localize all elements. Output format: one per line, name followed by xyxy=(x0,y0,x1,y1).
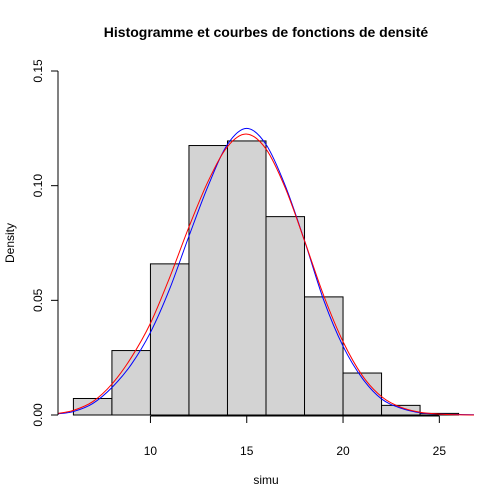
x-tick-label-1: 15 xyxy=(240,444,254,458)
histogram-bars xyxy=(72,140,460,416)
histogram-bar-1 xyxy=(111,350,151,416)
histogram-bar-2 xyxy=(149,263,190,416)
chart-title: Histogramme et courbes de fonctions de d… xyxy=(104,24,429,40)
histogram-bar-3 xyxy=(188,145,228,416)
x-tick-label-3: 25 xyxy=(433,444,447,458)
x-tick-label-0: 10 xyxy=(144,444,158,458)
y-tick-label-1: 0.05 xyxy=(31,288,45,312)
y-axis: 0.00 0.05 0.10 0.15 xyxy=(31,59,59,427)
density-curves xyxy=(57,127,475,416)
y-tick-label-3: 0.15 xyxy=(31,59,45,83)
x-axis-label: simu xyxy=(253,473,278,487)
density-curve-0 xyxy=(57,127,475,416)
y-axis-label: Density xyxy=(3,223,17,263)
histogram-bar-6 xyxy=(304,296,344,416)
y-tick-label-2: 0.10 xyxy=(31,174,45,198)
x-tick-label-2: 20 xyxy=(336,444,350,458)
y-tick-label-0: 0.00 xyxy=(31,403,45,427)
x-axis: 10 15 20 25 xyxy=(144,415,447,458)
histogram-bar-5 xyxy=(265,216,306,416)
histogram-bar-8 xyxy=(381,404,421,416)
histogram-bar-4 xyxy=(226,140,267,416)
density-curve-1 xyxy=(57,133,475,416)
histogram-bar-0 xyxy=(72,397,113,416)
